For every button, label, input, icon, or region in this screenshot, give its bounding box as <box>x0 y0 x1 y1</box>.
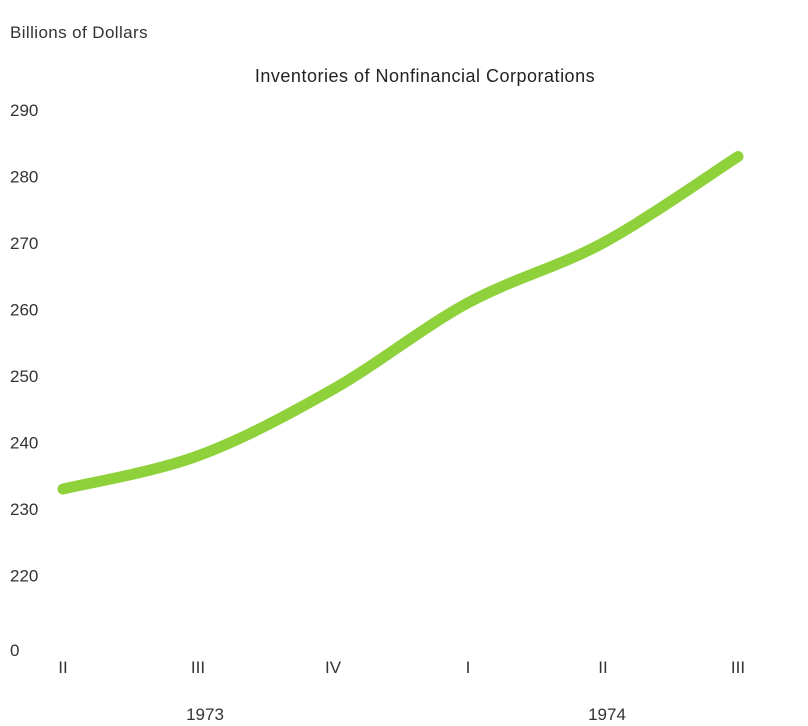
y-tick-label: 240 <box>10 434 38 453</box>
year-label: 1973 <box>186 705 224 724</box>
x-tick-label: II <box>598 658 607 677</box>
series-line <box>57 151 744 495</box>
y-tick-label: 280 <box>10 168 38 187</box>
y-tick-label: 220 <box>10 567 38 586</box>
series-layer <box>57 151 744 495</box>
x-tick-label: III <box>731 658 745 677</box>
y-tick-label: 230 <box>10 500 38 519</box>
chart-title: Inventories of Nonfinancial Corporations <box>255 66 595 86</box>
year-label: 1974 <box>588 705 626 724</box>
x-tick-label: II <box>58 658 67 677</box>
y-tick-label: 270 <box>10 234 38 253</box>
y-tick-label: 260 <box>10 301 38 320</box>
y-axis-label: Billions of Dollars <box>10 23 148 42</box>
x-axis-ticks: II III IV I II III <box>58 658 745 677</box>
y-axis-ticks: 290 280 270 260 250 240 230 220 0 <box>10 101 38 660</box>
y-tick-label: 0 <box>10 641 19 660</box>
y-tick-label: 290 <box>10 101 38 120</box>
x-tick-label: III <box>191 658 205 677</box>
y-tick-label: 250 <box>10 367 38 386</box>
x-tick-label: I <box>466 658 471 677</box>
year-labels: 1973 1974 <box>186 705 626 724</box>
x-tick-label: IV <box>325 658 342 677</box>
